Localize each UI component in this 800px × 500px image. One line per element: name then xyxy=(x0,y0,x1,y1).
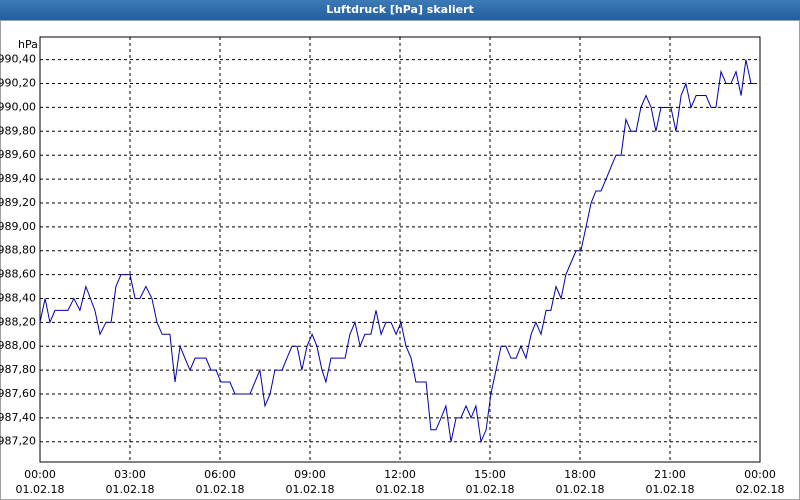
chart-title: Luftdruck [hPa] skaliert xyxy=(326,3,474,16)
y-tick-label: 989,40 xyxy=(0,172,36,185)
title-bar xyxy=(0,0,800,20)
data-line xyxy=(39,59,757,444)
y-tick-label: 987,80 xyxy=(0,363,36,376)
y-tick-label: 990,40 xyxy=(0,53,36,66)
x-tick-label: 00:00 xyxy=(24,468,56,481)
x-tick-date: 02.02.18 xyxy=(736,483,785,496)
x-tick-date: 01.02.18 xyxy=(556,483,605,496)
y-tick-label: 988,40 xyxy=(0,291,36,304)
x-tick-label: 03:00 xyxy=(114,468,146,481)
y-tick-label: 989,80 xyxy=(0,124,36,137)
x-tick-label: 18:00 xyxy=(564,468,596,481)
x-tick-date: 01.02.18 xyxy=(466,483,515,496)
y-tick-label: 987,60 xyxy=(0,387,36,400)
x-tick-label: 09:00 xyxy=(294,468,326,481)
x-tick-label: 21:00 xyxy=(654,468,686,481)
y-tick-label: 987,40 xyxy=(0,411,36,424)
x-tick-date: 01.02.18 xyxy=(196,483,245,496)
y-tick-label: 987,20 xyxy=(0,435,36,448)
y-tick-label: 989,60 xyxy=(0,148,36,161)
x-tick-date: 01.02.18 xyxy=(106,483,155,496)
x-tick-date: 01.02.18 xyxy=(646,483,695,496)
plot-border xyxy=(39,36,761,463)
y-axis-unit: hPa xyxy=(18,38,38,51)
y-tick-label: 989,20 xyxy=(0,196,36,209)
y-tick-label: 990,20 xyxy=(0,77,36,90)
x-tick-date: 01.02.18 xyxy=(16,483,65,496)
x-tick-label: 06:00 xyxy=(204,468,236,481)
y-tick-label: 988,60 xyxy=(0,268,36,281)
y-tick-label: 988,80 xyxy=(0,244,36,257)
y-tick-label: 990,00 xyxy=(0,100,36,113)
y-tick-label: 988,20 xyxy=(0,315,36,328)
y-tick-label: 989,00 xyxy=(0,220,36,233)
y-tick-label: 988,00 xyxy=(0,339,36,352)
x-tick-label: 15:00 xyxy=(474,468,506,481)
x-tick-date: 01.02.18 xyxy=(286,483,335,496)
x-tick-date: 01.02.18 xyxy=(376,483,425,496)
x-tick-label: 12:00 xyxy=(384,468,416,481)
x-tick-label: 00:00 xyxy=(744,468,776,481)
